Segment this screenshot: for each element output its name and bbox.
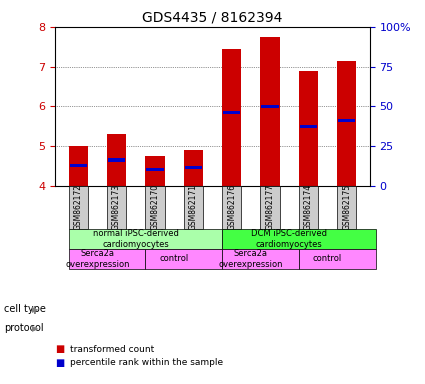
Bar	[222, 249, 299, 269]
Text: ■: ■	[55, 358, 65, 368]
Bar	[146, 168, 164, 171]
Text: GSM862171: GSM862171	[189, 184, 198, 230]
Bar	[145, 249, 222, 269]
Bar	[184, 186, 203, 229]
Bar	[107, 186, 126, 229]
Text: GSM862176: GSM862176	[227, 184, 236, 230]
Text: protocol: protocol	[4, 323, 44, 333]
Text: Serca2a
overexpression: Serca2a overexpression	[65, 249, 130, 268]
Bar	[69, 146, 88, 186]
Bar	[338, 119, 355, 122]
Text: DCM iPSC-derived
cardiomyocytes: DCM iPSC-derived cardiomyocytes	[251, 229, 327, 249]
Bar	[70, 164, 87, 167]
Bar	[69, 249, 145, 269]
Bar	[261, 37, 280, 186]
Bar	[261, 105, 279, 108]
Bar	[184, 150, 203, 186]
Bar	[222, 49, 241, 186]
Bar	[223, 111, 240, 114]
Text: control: control	[159, 254, 189, 263]
Title: GDS4435 / 8162394: GDS4435 / 8162394	[142, 10, 283, 24]
Text: GSM862170: GSM862170	[150, 184, 159, 230]
Text: Serca2a
overexpression: Serca2a overexpression	[218, 249, 283, 268]
Bar	[222, 229, 376, 249]
Bar	[261, 186, 280, 229]
Text: GSM862173: GSM862173	[112, 184, 121, 230]
Text: GSM862172: GSM862172	[74, 184, 83, 230]
Text: control: control	[313, 254, 342, 263]
Bar	[337, 61, 356, 186]
Text: GSM862175: GSM862175	[342, 184, 351, 230]
Bar	[222, 186, 241, 229]
Bar	[145, 186, 164, 229]
Bar	[185, 166, 202, 169]
Text: percentile rank within the sample: percentile rank within the sample	[70, 358, 223, 367]
Text: transformed count: transformed count	[70, 345, 154, 354]
Bar	[337, 186, 356, 229]
Text: GSM862177: GSM862177	[266, 184, 275, 230]
Bar	[145, 156, 164, 186]
Bar	[299, 71, 318, 186]
Bar	[299, 186, 318, 229]
Bar	[107, 134, 126, 186]
Bar	[299, 249, 376, 269]
Text: ▶: ▶	[32, 324, 38, 333]
Bar	[69, 229, 222, 249]
Text: normal iPSC-derived
cardiomyocytes: normal iPSC-derived cardiomyocytes	[93, 229, 179, 249]
Bar	[69, 186, 88, 229]
Text: GSM862174: GSM862174	[304, 184, 313, 230]
Text: cell type: cell type	[4, 304, 46, 314]
Text: ▶: ▶	[32, 305, 38, 314]
Bar	[300, 124, 317, 128]
Bar	[108, 158, 125, 162]
Text: ■: ■	[55, 344, 65, 354]
